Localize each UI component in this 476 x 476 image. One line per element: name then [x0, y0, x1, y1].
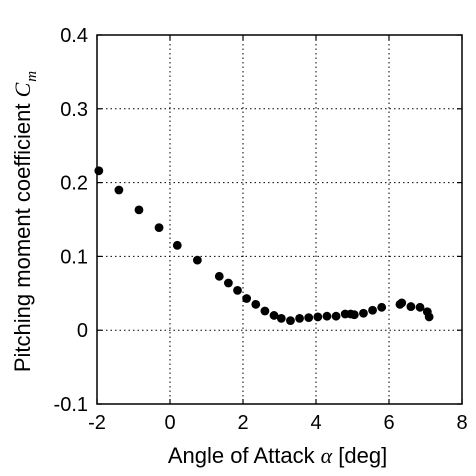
data-point	[276, 313, 286, 323]
data-point	[192, 255, 202, 265]
y-axis-symbol: C	[10, 82, 35, 97]
data-point	[406, 302, 416, 311]
data-point	[251, 299, 261, 309]
data-point	[377, 302, 387, 312]
x-axis-symbol: α	[321, 443, 333, 468]
data-point	[331, 311, 341, 321]
y-tick-label: 0.2	[60, 173, 88, 195]
data-point	[304, 313, 314, 323]
data-point	[260, 306, 270, 316]
y-axis-label-text: Pitching moment coefficient	[10, 97, 35, 372]
x-axis-unit: [deg]	[332, 443, 387, 468]
data-point	[313, 312, 323, 322]
data-point	[242, 294, 252, 303]
y-axis-subscript: m	[24, 71, 40, 82]
data-point	[134, 205, 144, 215]
data-point	[368, 305, 377, 315]
y-axis-label: Pitching moment coefficient Cm	[10, 71, 40, 372]
data-point	[286, 316, 295, 326]
data-point	[322, 311, 332, 321]
y-tick-label: 0	[77, 320, 88, 342]
data-point	[349, 310, 359, 320]
data-point	[172, 240, 182, 250]
y-tick-labels: -0.1 0 0.1 0.2 0.3 0.4	[54, 25, 88, 416]
axis-ticks	[96, 34, 463, 405]
data-point	[114, 185, 124, 195]
y-tick-label: -0.1	[54, 394, 88, 416]
x-axis-label-text: Angle of Attack	[168, 443, 316, 468]
data-point	[224, 278, 233, 288]
data-point	[233, 285, 242, 295]
data-point	[359, 308, 368, 318]
data-point	[269, 311, 279, 320]
data-point	[94, 166, 104, 176]
x-tick-label: 6	[383, 412, 394, 434]
y-tick-label: 0.4	[60, 25, 88, 47]
data-points	[94, 166, 434, 326]
data-point	[295, 313, 304, 323]
data-point	[397, 298, 407, 308]
x-tick-label: 8	[456, 412, 467, 434]
data-point	[154, 223, 164, 233]
x-tick-label: 4	[310, 412, 321, 434]
x-tick-label: -2	[88, 412, 106, 434]
grid-lines	[97, 35, 462, 404]
y-tick-label: 0.1	[60, 246, 88, 268]
x-axis-label: Angle of Attack α [deg]	[168, 443, 387, 468]
data-point	[415, 302, 425, 312]
x-tick-labels: -2 0 2 4 6 8	[88, 412, 467, 434]
x-tick-label: 0	[164, 412, 175, 434]
data-point	[214, 271, 224, 281]
x-tick-label: 2	[237, 412, 248, 434]
plot-frame	[96, 34, 463, 405]
data-point	[424, 312, 434, 322]
y-tick-label: 0.3	[60, 99, 88, 121]
